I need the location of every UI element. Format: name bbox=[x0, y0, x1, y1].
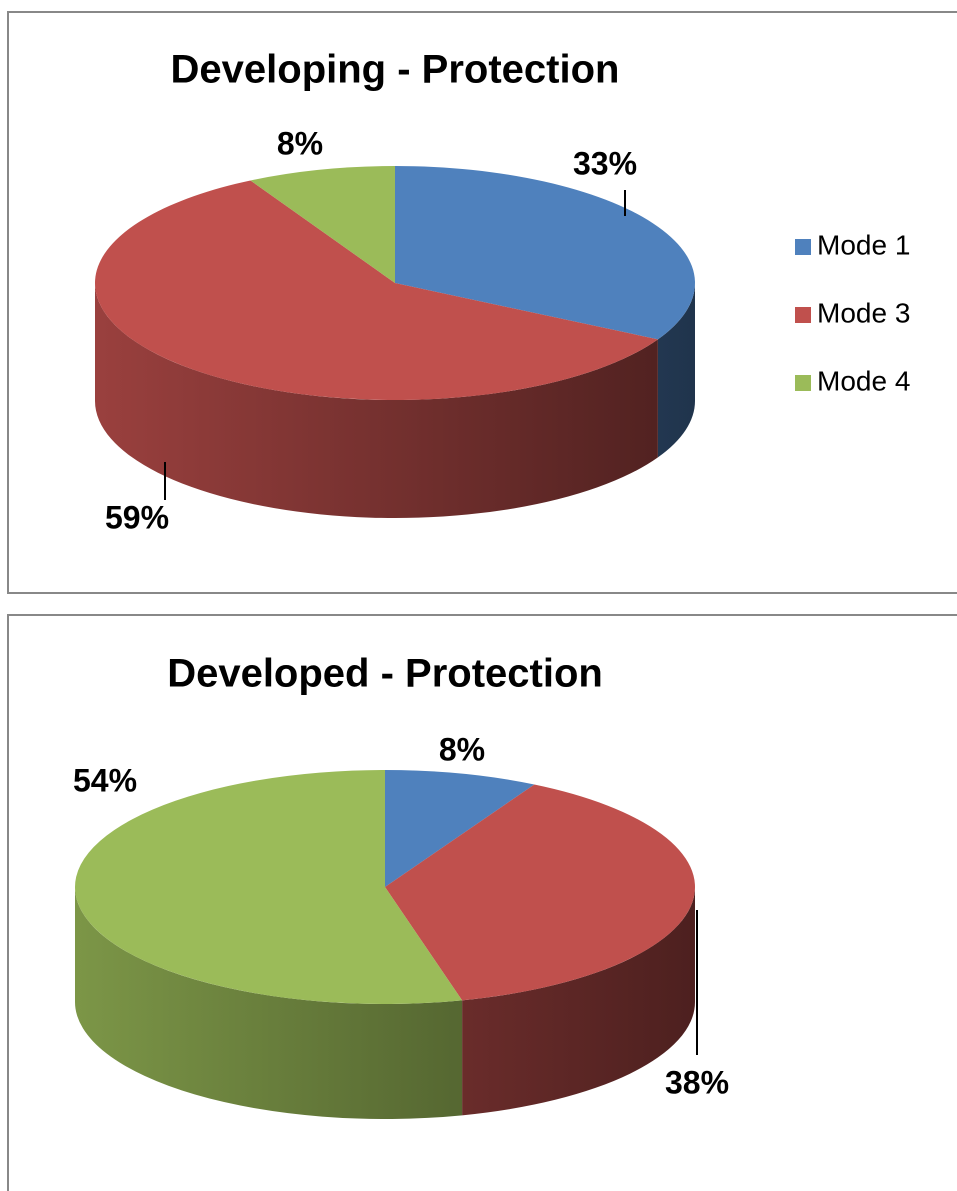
legend-swatch bbox=[795, 307, 811, 323]
chart-title: Developing - Protection bbox=[171, 48, 620, 92]
pie-side bbox=[462, 887, 695, 1116]
legend-swatch bbox=[795, 375, 811, 391]
pie-side bbox=[75, 887, 463, 1119]
data-label: 8% bbox=[277, 125, 323, 161]
pie-side bbox=[657, 283, 695, 458]
pie-slice bbox=[385, 784, 695, 1001]
data-label: 33% bbox=[573, 145, 637, 181]
chart-title: Developed - Protection bbox=[167, 652, 603, 696]
pie-slice bbox=[95, 180, 658, 400]
pie-slice bbox=[250, 166, 395, 283]
legend-swatch bbox=[795, 239, 811, 255]
pie-slice bbox=[385, 770, 535, 887]
data-label: 38% bbox=[665, 1064, 729, 1100]
data-label: 54% bbox=[73, 762, 137, 798]
pie-slice bbox=[74, 770, 463, 1004]
pie-side bbox=[94, 283, 658, 519]
data-label: 59% bbox=[105, 499, 169, 535]
legend-label: Mode 3 bbox=[817, 297, 910, 328]
pie-slice bbox=[395, 166, 696, 340]
data-label: 8% bbox=[439, 731, 485, 767]
legend-label: Mode 4 bbox=[817, 365, 910, 396]
legend-label: Mode 1 bbox=[817, 229, 910, 260]
